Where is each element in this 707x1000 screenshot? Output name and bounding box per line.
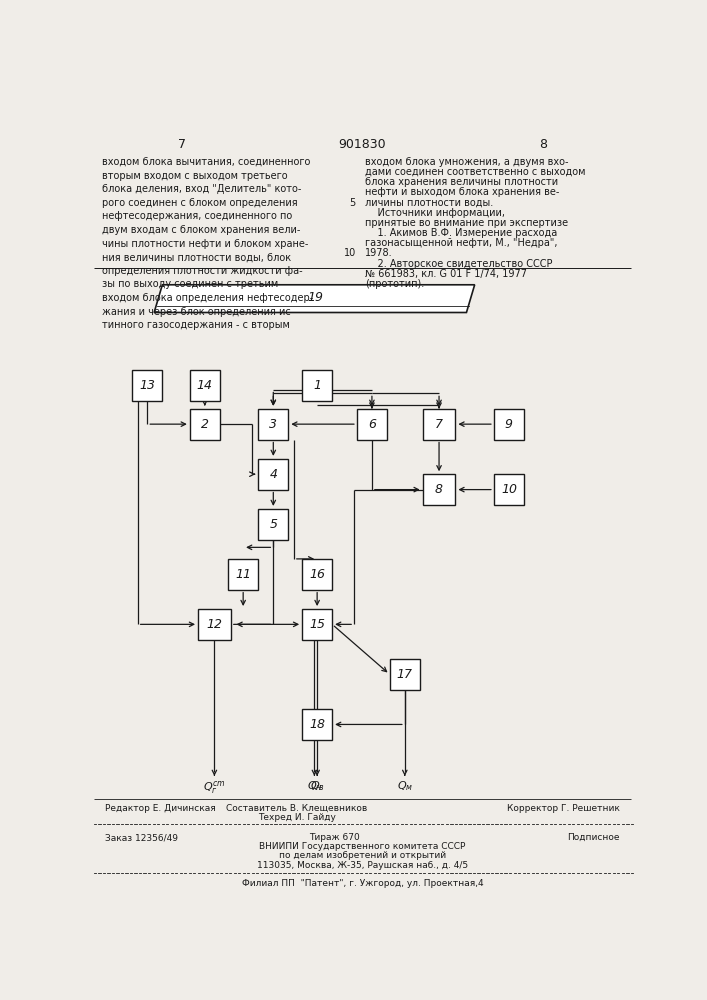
Text: 11: 11 — [235, 568, 251, 581]
Text: 1. Акимов В.Ф. Измерение расхода: 1. Акимов В.Ф. Измерение расхода — [365, 228, 557, 238]
Text: дами соединен соответственно с выходом: дами соединен соответственно с выходом — [365, 167, 585, 177]
Text: 14: 14 — [197, 379, 213, 392]
Text: по делам изобретений и открытий: по делам изобретений и открытий — [279, 852, 446, 860]
Text: Корректор Г. Решетник: Корректор Г. Решетник — [507, 804, 620, 813]
Text: $Q_м$: $Q_м$ — [397, 779, 413, 793]
Text: Заказ 12356/49: Заказ 12356/49 — [105, 833, 178, 842]
Text: 5: 5 — [269, 518, 277, 531]
FancyBboxPatch shape — [302, 709, 332, 740]
Text: Составитель В. Клещевников: Составитель В. Клещевников — [226, 804, 367, 813]
FancyBboxPatch shape — [494, 409, 524, 440]
Text: $Q_в$: $Q_в$ — [310, 779, 325, 793]
FancyBboxPatch shape — [258, 509, 288, 540]
FancyBboxPatch shape — [189, 370, 220, 401]
Text: 901830: 901830 — [339, 138, 386, 151]
Text: блока хранения величины плотности: блока хранения величины плотности — [365, 177, 559, 187]
FancyBboxPatch shape — [258, 409, 288, 440]
Text: 8: 8 — [435, 483, 443, 496]
FancyBboxPatch shape — [390, 659, 420, 690]
FancyBboxPatch shape — [198, 609, 231, 640]
Text: Источники информации,: Источники информации, — [365, 208, 505, 218]
Text: (прототип).: (прототип). — [365, 279, 424, 289]
Text: газонасыщенной нефти, М., "Недра",: газонасыщенной нефти, М., "Недра", — [365, 238, 558, 248]
Text: $Q_н$: $Q_н$ — [307, 779, 322, 793]
Text: 18: 18 — [309, 718, 325, 731]
Text: Филиал ПП  "Патент", г. Ужгород, ул. Проектная,4: Филиал ПП "Патент", г. Ужгород, ул. Прое… — [242, 879, 483, 888]
Text: 113035, Москва, Ж-35, Раушская наб., д. 4/5: 113035, Москва, Ж-35, Раушская наб., д. … — [257, 861, 468, 870]
Text: 9: 9 — [505, 418, 513, 431]
FancyBboxPatch shape — [258, 459, 288, 490]
FancyBboxPatch shape — [302, 559, 332, 590]
Text: Техред И. Гайду: Техред И. Гайду — [257, 813, 336, 822]
Text: 1: 1 — [313, 379, 321, 392]
FancyBboxPatch shape — [494, 474, 524, 505]
Text: 4: 4 — [269, 468, 277, 481]
Text: личины плотности воды.: личины плотности воды. — [365, 198, 493, 208]
Text: входом блока умножения, а двумя вхо-: входом блока умножения, а двумя вхо- — [365, 157, 568, 167]
Text: принятые во внимание при экспертизе: принятые во внимание при экспертизе — [365, 218, 568, 228]
FancyBboxPatch shape — [423, 409, 455, 440]
FancyBboxPatch shape — [189, 409, 220, 440]
Text: 2. Авторское свидетельство СССР: 2. Авторское свидетельство СССР — [365, 259, 553, 269]
FancyBboxPatch shape — [357, 409, 387, 440]
Text: 2: 2 — [201, 418, 209, 431]
Text: 10: 10 — [344, 248, 356, 258]
Text: нефти и выходом блока хранения ве-: нефти и выходом блока хранения ве- — [365, 187, 559, 197]
Text: Редактор Е. Дичинская: Редактор Е. Дичинская — [105, 804, 216, 813]
FancyBboxPatch shape — [302, 370, 332, 401]
Text: 1978.: 1978. — [365, 248, 392, 258]
Text: $Q_г^{cm}$: $Q_г^{cm}$ — [203, 779, 226, 796]
Text: входом блока вычитания, соединенного
вторым входом с выходом третьего
блока деле: входом блока вычитания, соединенного вто… — [102, 157, 313, 330]
Text: 12: 12 — [206, 618, 223, 631]
Text: 6: 6 — [368, 418, 376, 431]
FancyBboxPatch shape — [132, 370, 163, 401]
Text: 15: 15 — [309, 618, 325, 631]
Text: 7: 7 — [435, 418, 443, 431]
Polygon shape — [154, 285, 474, 312]
Text: 17: 17 — [397, 668, 413, 681]
FancyBboxPatch shape — [302, 609, 332, 640]
Text: 10: 10 — [501, 483, 517, 496]
Text: 5: 5 — [349, 198, 356, 208]
Text: 3: 3 — [269, 418, 277, 431]
FancyBboxPatch shape — [228, 559, 258, 590]
Text: Тираж 670: Тираж 670 — [310, 833, 361, 842]
Text: 13: 13 — [139, 379, 156, 392]
Text: Подписное: Подписное — [567, 833, 620, 842]
FancyBboxPatch shape — [423, 474, 455, 505]
Text: ВНИИПИ Государственного комитета СССР: ВНИИПИ Государственного комитета СССР — [259, 842, 465, 851]
Text: 8: 8 — [539, 138, 547, 151]
Text: 7: 7 — [177, 138, 185, 151]
Text: 16: 16 — [309, 568, 325, 581]
Text: 19: 19 — [308, 291, 324, 304]
Text: № 661983, кл. G 01 F 1/74, 1977: № 661983, кл. G 01 F 1/74, 1977 — [365, 269, 527, 279]
